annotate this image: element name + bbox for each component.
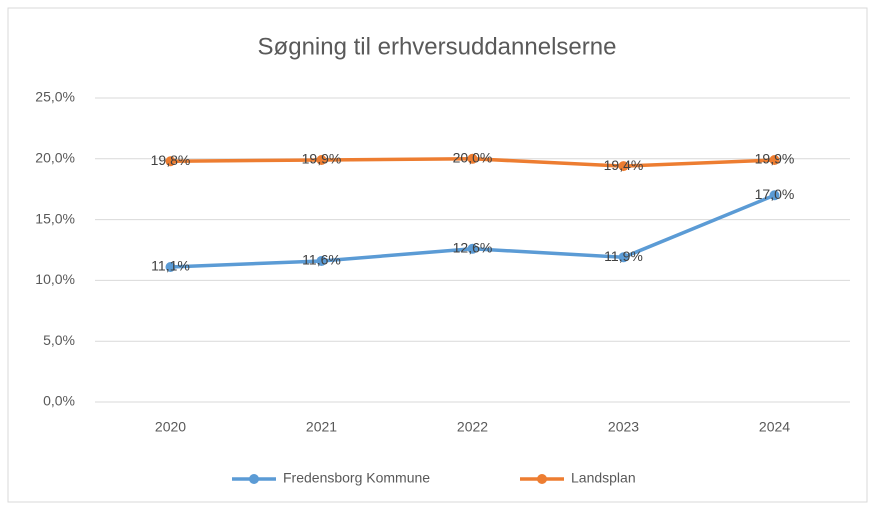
y-tick-label: 15,0% <box>35 210 75 226</box>
data-label: 11,6% <box>302 252 341 268</box>
y-tick-label: 10,0% <box>35 271 75 287</box>
data-point <box>618 252 629 263</box>
y-tick-label: 20,0% <box>35 150 75 166</box>
legend-label: Fredensborg Kommune <box>283 470 430 486</box>
data-point <box>165 262 176 273</box>
data-point <box>165 156 176 167</box>
data-label: 19,9% <box>302 151 342 167</box>
data-point <box>618 161 629 172</box>
data-label: 19,8% <box>151 152 191 168</box>
data-point <box>316 155 327 166</box>
data-label: 12,6% <box>453 239 493 255</box>
y-tick-label: 5,0% <box>43 332 75 348</box>
data-label: 11,1% <box>151 258 190 274</box>
x-tick-label: 2020 <box>155 419 186 435</box>
data-label: 11,9% <box>604 248 643 264</box>
chart-title: Søgning til erhversuddannelserne <box>258 33 617 60</box>
data-label: 19,4% <box>604 157 644 173</box>
data-point <box>467 243 478 254</box>
x-tick-label: 2024 <box>759 419 790 435</box>
legend-marker <box>249 474 259 484</box>
y-tick-label: 25,0% <box>35 89 75 105</box>
y-tick-label: 0,0% <box>43 393 75 409</box>
data-point <box>769 190 780 201</box>
data-label: 17,0% <box>755 186 795 202</box>
data-label: 19,9% <box>755 151 795 167</box>
legend-marker <box>537 474 547 484</box>
data-point <box>769 155 780 166</box>
data-point <box>467 153 478 164</box>
x-tick-label: 2021 <box>306 419 337 435</box>
x-tick-label: 2022 <box>457 419 488 435</box>
chart-frame <box>7 7 868 503</box>
legend-label: Landsplan <box>571 470 636 486</box>
data-label: 20,0% <box>453 150 493 166</box>
data-point <box>316 255 327 266</box>
x-tick-label: 2023 <box>608 419 639 435</box>
